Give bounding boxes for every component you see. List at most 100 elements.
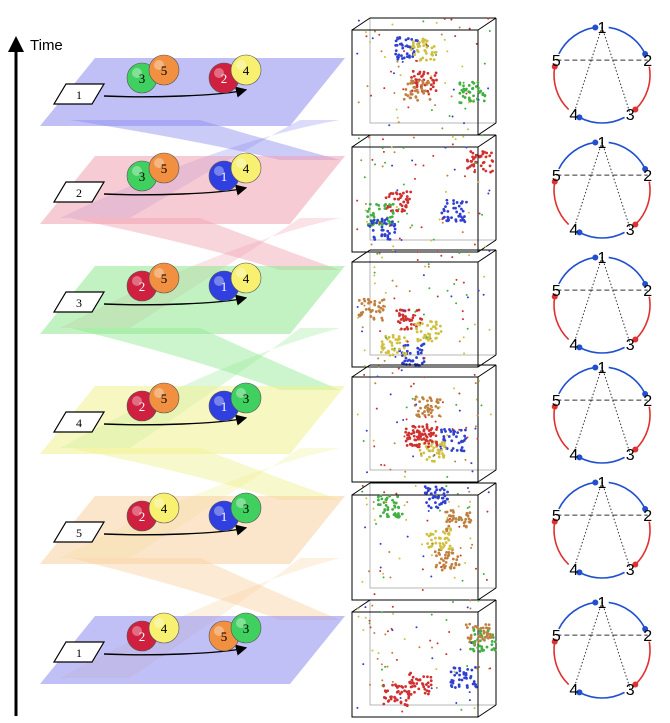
arc-arrowhead [551,63,558,70]
circle-arc [553,406,570,451]
circle-node-label: 3 [626,107,635,124]
chord-dotted [573,366,603,454]
circle-arc [553,296,570,341]
simulation-box [351,599,497,718]
chord-dotted [601,141,631,229]
ball-label: 2 [139,509,146,524]
ball-label: 1 [221,169,228,184]
circle-arc [634,66,651,111]
box-frame [351,494,479,601]
arc-arrowhead [551,403,558,410]
circle-node-label: 5 [552,283,561,300]
slot-label: 2 [76,186,82,200]
circle-arc [634,521,651,566]
arc-arrowhead [632,221,639,228]
permutation-circle: 1 2 3 4 5 [551,135,652,239]
replica-ball [230,382,262,414]
ball-label: 4 [243,161,250,176]
arc-arrowhead [642,50,649,57]
ball-highlight [154,618,164,628]
chord-dotted [573,601,603,689]
circle-arc [608,26,646,55]
ball-highlight [154,60,164,70]
layer-plane [40,156,345,224]
slot-label: 1 [76,88,82,102]
ball-label: 5 [161,63,168,78]
arc-arrowhead [632,681,639,688]
circle-node-label: 1 [598,595,607,612]
arc-arrowhead [632,561,639,568]
circle-arc [634,296,651,341]
circle-node-label: 3 [626,337,635,354]
transition-sheet [70,120,340,160]
circle-node-label: 4 [569,447,578,464]
ball-highlight [154,388,164,398]
arc-arrowhead [592,479,599,486]
ball-label: 4 [243,271,250,286]
ball-label: 4 [161,501,168,516]
circle-node-label: 4 [569,337,578,354]
chord-dotted [573,481,603,569]
circle-arc [553,66,570,111]
chord-dotted [601,366,631,454]
arc-arrowhead [551,518,558,525]
replica-ball [148,492,180,524]
arc-arrowhead [632,446,639,453]
transition-sheet [70,218,340,270]
time-axis-arrowhead [8,36,24,52]
ball-label: 2 [139,629,146,644]
ball-label: 2 [139,279,146,294]
replica-ball [230,152,262,184]
ball-label: 4 [243,63,250,78]
slot-marker [52,521,106,543]
exchange-arrow [103,294,248,306]
circle-node-label: 3 [626,682,635,699]
time-layer: 3 25 14 [40,262,345,334]
circle-node-label: 2 [643,283,652,300]
ball-highlight [236,268,246,278]
ball-highlight [236,498,246,508]
circle-node-label: 2 [643,628,652,645]
time-axis-label: Time [30,37,63,54]
ball-label: 3 [139,169,146,184]
ball-label: 5 [161,391,168,406]
circle-arc [634,406,651,451]
chord-dotted [601,481,631,569]
circle-node-label: 2 [643,393,652,410]
transition-sheet [70,328,340,390]
permutation-circle: 1 2 3 4 5 [551,475,652,579]
replica-ball [148,612,180,644]
ball-highlight [236,60,246,70]
circle-node-label: 5 [552,393,561,410]
permutation-circles: 1 2 3 4 5 1 2 3 4 5 1 2 3 4 5 1 2 3 4 5 1 2 3 4 5 1 2 3 4 5 [551,20,652,699]
ball-highlight [214,166,224,176]
circle-node-label: 4 [569,107,578,124]
box-frame [351,611,479,718]
circle-arc [634,181,651,226]
replica-ball [148,382,180,414]
replica-ball [148,262,180,294]
ball-label: 5 [161,271,168,286]
replica-ball [230,54,262,86]
arc-arrowhead [592,599,599,606]
box-frame [351,146,479,253]
simulation-box [351,134,497,253]
circle-arc [553,181,570,226]
slot-marker [52,641,106,663]
arc-arrowhead [642,625,649,632]
arc-arrowhead [551,293,558,300]
circle-arc [579,691,625,699]
exchange-arrow [103,524,248,536]
ball-highlight [214,506,224,516]
circle-node-label: 5 [552,53,561,70]
exchange-arrow [103,184,248,196]
simulation-box [351,482,497,601]
circle-node-label: 1 [598,475,607,492]
ball-highlight [154,268,164,278]
permutation-circle: 1 2 3 4 5 [551,360,652,464]
arc-arrowhead [642,280,649,287]
circle-arc [558,481,596,510]
chord-dotted [573,256,603,344]
ball-label: 3 [139,71,146,86]
layer-plane [40,58,345,126]
